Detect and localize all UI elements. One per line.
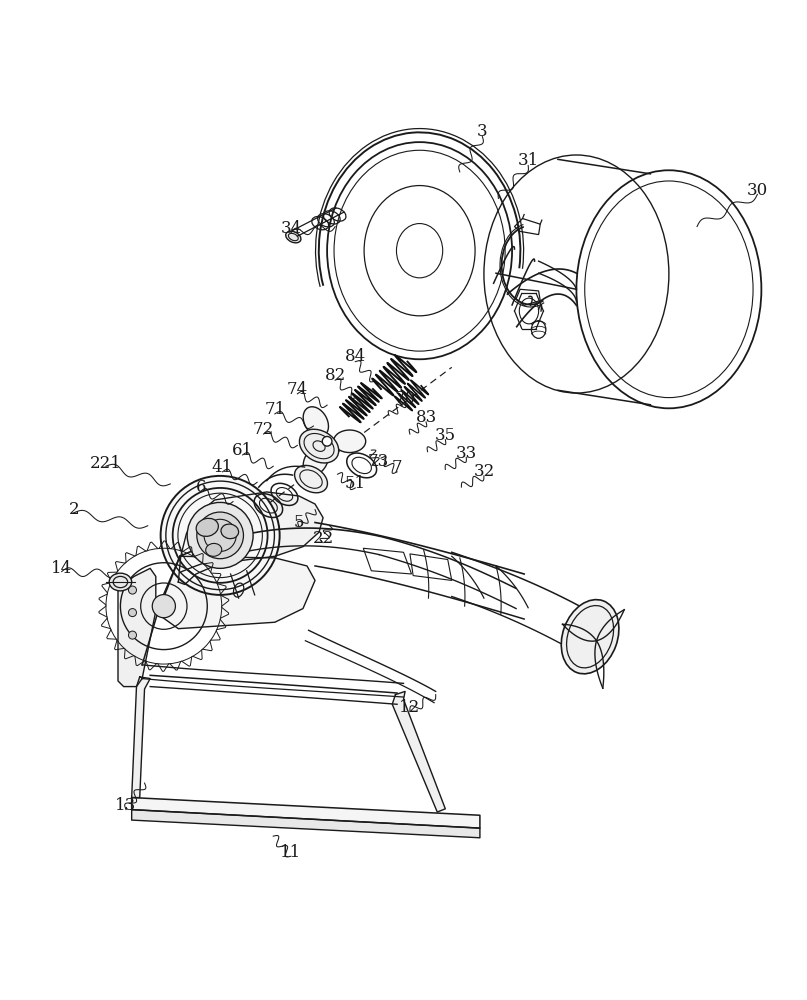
Ellipse shape [303, 407, 328, 437]
Polygon shape [156, 556, 315, 629]
Text: 11: 11 [280, 844, 302, 861]
Text: 13: 13 [115, 797, 136, 814]
Text: 31: 31 [517, 152, 539, 169]
Text: 30: 30 [746, 182, 768, 199]
Text: 14: 14 [51, 560, 73, 577]
Ellipse shape [197, 512, 244, 559]
Polygon shape [118, 568, 156, 687]
Text: 6: 6 [195, 479, 206, 496]
Text: 3: 3 [477, 123, 487, 140]
Text: 12: 12 [399, 699, 420, 716]
Text: 71: 71 [264, 401, 286, 418]
Text: 32: 32 [473, 463, 495, 480]
Ellipse shape [128, 609, 136, 617]
Ellipse shape [128, 586, 136, 594]
Text: 51: 51 [345, 475, 366, 492]
Text: 33: 33 [456, 445, 477, 462]
Polygon shape [132, 798, 480, 828]
Polygon shape [392, 691, 445, 812]
Text: 34: 34 [280, 220, 302, 237]
Ellipse shape [196, 518, 219, 536]
Ellipse shape [286, 231, 301, 243]
Polygon shape [178, 492, 323, 584]
Ellipse shape [561, 600, 619, 674]
Ellipse shape [221, 524, 239, 539]
Ellipse shape [187, 502, 253, 568]
Text: 72: 72 [253, 421, 274, 438]
Ellipse shape [303, 446, 328, 476]
Text: 73: 73 [367, 453, 388, 470]
Ellipse shape [161, 476, 280, 595]
Text: 41: 41 [212, 459, 233, 476]
Polygon shape [132, 677, 150, 798]
Ellipse shape [295, 465, 328, 493]
Text: 22: 22 [312, 530, 334, 547]
Ellipse shape [322, 436, 332, 446]
Text: 7: 7 [391, 459, 403, 476]
Polygon shape [132, 810, 480, 838]
Ellipse shape [333, 430, 366, 453]
Text: 35: 35 [435, 427, 456, 444]
Text: 74: 74 [286, 381, 308, 398]
Ellipse shape [299, 429, 339, 463]
Text: 2: 2 [69, 501, 79, 518]
Ellipse shape [153, 595, 175, 618]
Text: 61: 61 [232, 442, 253, 459]
Text: 221: 221 [90, 455, 122, 472]
Ellipse shape [206, 543, 222, 556]
Text: 70: 70 [395, 390, 416, 407]
Ellipse shape [109, 573, 132, 591]
Text: 5: 5 [294, 514, 304, 531]
Text: 82: 82 [324, 367, 345, 384]
Text: 84: 84 [345, 348, 366, 365]
Ellipse shape [128, 631, 136, 639]
Text: 83: 83 [416, 409, 437, 426]
